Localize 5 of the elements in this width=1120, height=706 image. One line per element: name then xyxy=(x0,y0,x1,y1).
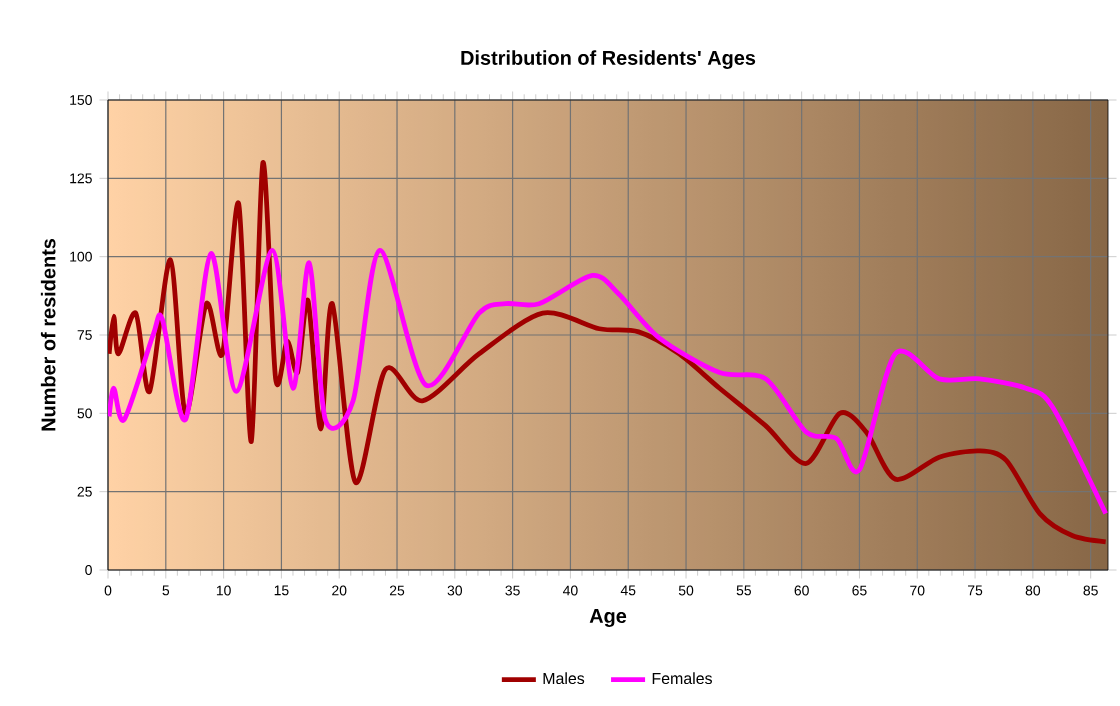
chart-title: Distribution of Residents' Ages xyxy=(461,50,756,69)
y-axis-title: Number of residents xyxy=(40,238,56,431)
x-axis-title: Age xyxy=(589,609,627,628)
line-series xyxy=(108,160,1109,545)
line-series xyxy=(108,248,1109,516)
